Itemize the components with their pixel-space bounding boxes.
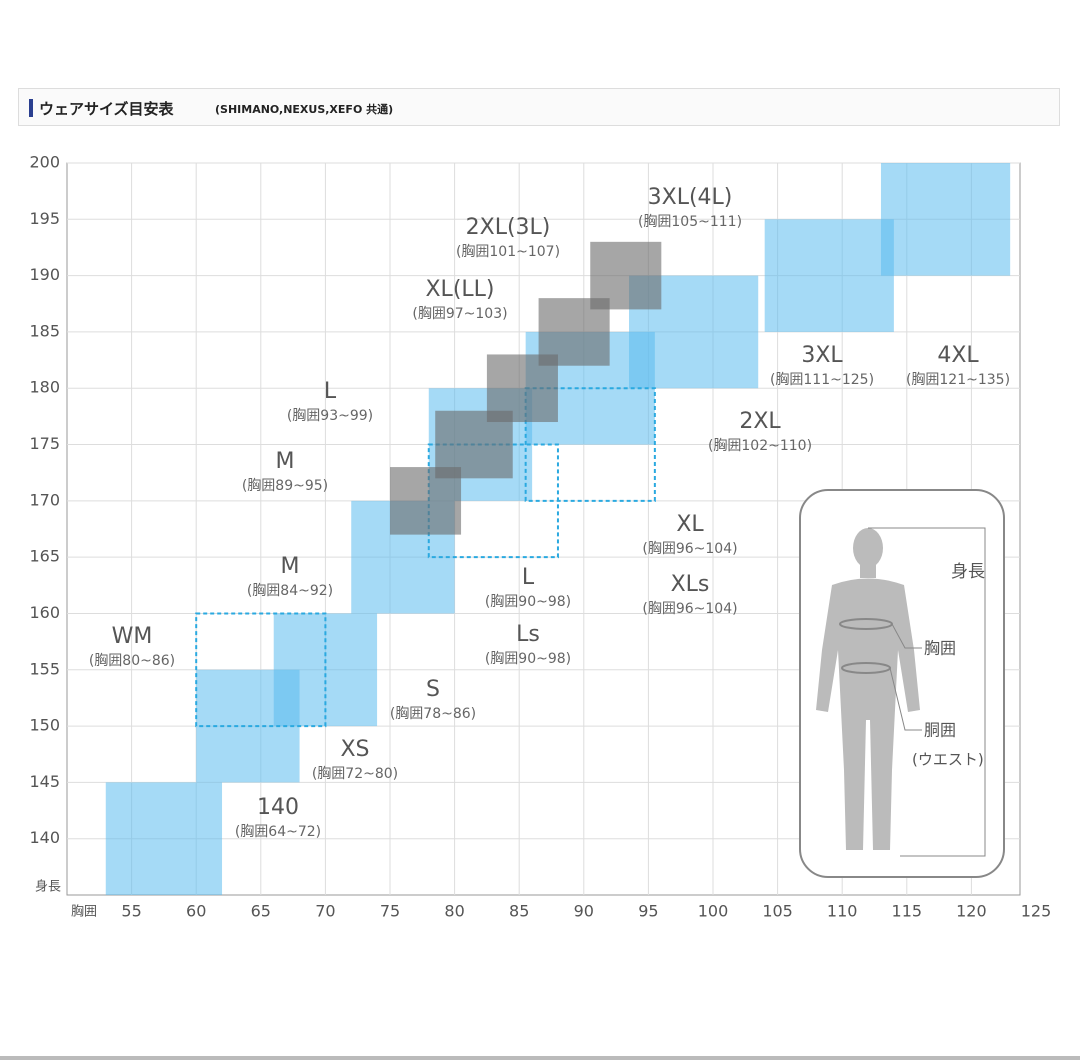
- size-box: [764, 219, 894, 332]
- title: ウェアサイズ目安表: [39, 100, 174, 118]
- y-tick-label: 170: [29, 490, 60, 509]
- boxes: [105, 163, 1011, 895]
- y-tick-label: 195: [29, 209, 60, 228]
- size-name: 3XL: [801, 343, 843, 368]
- x-tick-label: 60: [186, 902, 206, 921]
- y-tick-label: 180: [29, 378, 60, 397]
- x-axis-label: 胸囲: [71, 905, 97, 920]
- header: ウェアサイズ目安表 (SHIMANO,NEXUS,XEFO 共通): [18, 88, 1060, 126]
- figure: 身長 胸囲 胴囲 (ウエスト): [799, 489, 1005, 878]
- labels: 140 (胸囲64~72) XS (胸囲72~80) S (胸囲78~86) M (胸囲84~…: [89, 185, 1010, 840]
- size-range: (胸囲97~103): [412, 306, 507, 322]
- size-range: (胸囲90~98): [485, 651, 571, 667]
- size-range: (胸囲96~104): [642, 541, 737, 557]
- y-tick-label: 190: [29, 265, 60, 284]
- size-name: 2XL: [739, 409, 781, 434]
- size-name: 3XL(4L): [648, 185, 733, 210]
- y-tick-label: 165: [29, 547, 60, 566]
- x-tick-label: 65: [251, 902, 271, 921]
- size-name: WM: [112, 624, 153, 649]
- silhouette: [816, 528, 920, 850]
- size-range: (胸囲90~98): [485, 594, 571, 610]
- x-tick-label: 55: [121, 902, 141, 921]
- size-range: (胸囲93~99): [287, 408, 373, 424]
- chest-label: 胸囲: [924, 639, 956, 658]
- height-label: 身長: [951, 562, 985, 582]
- y-tick-label: 155: [29, 659, 60, 678]
- size-box: [880, 163, 1011, 276]
- size-range: (胸囲72~80): [312, 766, 398, 782]
- size-range: (胸囲96~104): [642, 601, 737, 617]
- y-tick-label: 175: [29, 434, 60, 453]
- x-tick-label: 70: [315, 902, 335, 921]
- x-tick-label: 85: [509, 902, 529, 921]
- x-tick-label: 90: [574, 902, 594, 921]
- size-name: XLs: [671, 572, 710, 597]
- size-name: 4XL: [937, 343, 979, 368]
- size-name: XL(LL): [425, 277, 494, 302]
- y-tick-label: 140: [29, 828, 60, 847]
- size-range: (胸囲84~92): [247, 583, 333, 599]
- size-range: (胸囲89~95): [242, 478, 328, 494]
- header-bar: [29, 99, 33, 117]
- size-range: (胸囲78~86): [390, 706, 476, 722]
- y-tick-label: 145: [29, 772, 60, 791]
- x-tick-label: 125: [1021, 902, 1052, 921]
- size-name: M: [281, 554, 300, 579]
- size-box: [524, 387, 656, 502]
- size-range: (胸囲102~110): [708, 438, 812, 454]
- x-tick-label: 115: [892, 902, 923, 921]
- x-tick-label: 80: [444, 902, 464, 921]
- size-name: XS: [340, 737, 369, 762]
- x-tick-label: 95: [638, 902, 658, 921]
- x-tick-label: 105: [762, 902, 793, 921]
- size-name: 140: [257, 795, 299, 820]
- x-tick-label: 75: [380, 902, 400, 921]
- size-box: [105, 782, 223, 895]
- y-tick-label: 200: [29, 153, 60, 172]
- x-tick-label: 100: [698, 902, 729, 921]
- x-tick-label: 120: [956, 902, 987, 921]
- subtitle: (SHIMANO,NEXUS,XEFO 共通): [215, 103, 394, 116]
- waist-note: (ウエスト): [912, 751, 984, 769]
- chest-leader: [891, 623, 922, 649]
- size-range: (胸囲121~135): [906, 372, 1010, 388]
- y-tick-label: 160: [29, 603, 60, 622]
- size-range: (胸囲80~86): [89, 653, 175, 669]
- size-box: [590, 241, 662, 310]
- size-name: XL: [676, 512, 704, 537]
- size-range: (胸囲105~111): [638, 214, 742, 230]
- size-name: M: [276, 449, 295, 474]
- size-name: Ls: [516, 622, 540, 647]
- waist-label: 胴囲: [924, 721, 956, 740]
- size-range: (胸囲101~107): [456, 244, 560, 260]
- size-range: (胸囲64~72): [235, 824, 321, 840]
- size-range: (胸囲111~125): [770, 372, 874, 388]
- waist-leader: [889, 667, 922, 731]
- size-name: 2XL(3L): [466, 215, 551, 240]
- footer-line: [0, 1056, 1080, 1060]
- size-name: L: [324, 379, 337, 404]
- y-tick-label: 150: [29, 716, 60, 735]
- y-tick-label: 185: [29, 321, 60, 340]
- y-axis-label: 身長: [35, 879, 61, 895]
- size-name: S: [426, 677, 440, 702]
- height-leader: [868, 527, 986, 857]
- size-box: [195, 612, 327, 728]
- x-tick-label: 110: [827, 902, 858, 921]
- size-name: L: [522, 565, 535, 590]
